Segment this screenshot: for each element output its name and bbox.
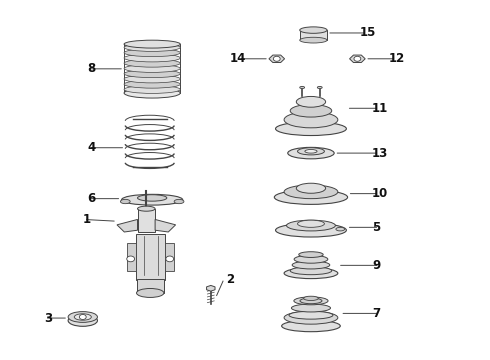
Ellipse shape: [318, 86, 322, 89]
Ellipse shape: [300, 37, 327, 43]
Text: 12: 12: [389, 52, 405, 65]
Bar: [138, 209, 155, 232]
Ellipse shape: [124, 49, 180, 57]
Ellipse shape: [290, 267, 332, 275]
Ellipse shape: [124, 88, 180, 98]
Circle shape: [127, 256, 135, 262]
Ellipse shape: [299, 252, 323, 257]
Text: 15: 15: [360, 27, 376, 40]
Ellipse shape: [296, 96, 326, 107]
Text: 2: 2: [226, 273, 235, 286]
Text: 10: 10: [372, 187, 388, 200]
Bar: [300, 30, 327, 40]
Ellipse shape: [297, 220, 324, 227]
Ellipse shape: [284, 268, 338, 279]
Circle shape: [273, 56, 280, 61]
Ellipse shape: [297, 148, 324, 155]
Text: 5: 5: [372, 221, 380, 234]
Ellipse shape: [305, 149, 317, 153]
Bar: [127, 243, 136, 271]
Text: 7: 7: [372, 307, 380, 320]
Ellipse shape: [137, 288, 164, 297]
Ellipse shape: [336, 227, 344, 231]
Polygon shape: [349, 55, 365, 63]
Bar: [165, 243, 173, 271]
Text: 8: 8: [88, 62, 96, 75]
Text: 4: 4: [88, 141, 96, 154]
Ellipse shape: [300, 298, 322, 304]
Ellipse shape: [174, 199, 184, 204]
Polygon shape: [117, 220, 138, 232]
Text: 1: 1: [83, 213, 91, 226]
Text: 9: 9: [372, 259, 380, 272]
Circle shape: [166, 256, 173, 262]
Ellipse shape: [124, 75, 180, 83]
Text: 13: 13: [372, 147, 388, 159]
Ellipse shape: [284, 112, 338, 128]
Text: 3: 3: [44, 311, 52, 325]
Ellipse shape: [68, 315, 98, 326]
Ellipse shape: [124, 64, 180, 72]
Ellipse shape: [275, 224, 346, 237]
Circle shape: [79, 315, 86, 319]
Ellipse shape: [124, 80, 180, 88]
Circle shape: [354, 56, 361, 61]
Ellipse shape: [290, 104, 332, 117]
Ellipse shape: [124, 70, 180, 78]
Ellipse shape: [124, 59, 180, 67]
Ellipse shape: [292, 304, 331, 312]
Ellipse shape: [289, 311, 333, 319]
Ellipse shape: [284, 311, 338, 324]
Text: 6: 6: [88, 192, 96, 205]
Text: 11: 11: [372, 102, 388, 115]
Ellipse shape: [138, 206, 155, 211]
Ellipse shape: [287, 220, 335, 231]
Ellipse shape: [74, 314, 91, 320]
Ellipse shape: [296, 183, 326, 193]
Ellipse shape: [68, 312, 98, 322]
Ellipse shape: [288, 147, 334, 159]
Ellipse shape: [121, 199, 130, 204]
Bar: [136, 234, 165, 280]
Ellipse shape: [122, 194, 183, 205]
Ellipse shape: [138, 195, 167, 201]
Ellipse shape: [300, 27, 327, 33]
Ellipse shape: [304, 296, 318, 301]
Ellipse shape: [275, 122, 346, 135]
Polygon shape: [155, 220, 175, 232]
Ellipse shape: [284, 185, 338, 199]
Ellipse shape: [124, 40, 180, 48]
Ellipse shape: [274, 190, 347, 204]
Polygon shape: [269, 55, 285, 63]
Ellipse shape: [294, 255, 328, 263]
Ellipse shape: [124, 86, 180, 93]
Ellipse shape: [292, 261, 330, 269]
Text: 14: 14: [230, 52, 246, 65]
Ellipse shape: [294, 297, 328, 305]
Ellipse shape: [282, 320, 340, 332]
Ellipse shape: [124, 54, 180, 62]
Bar: [137, 279, 164, 293]
Ellipse shape: [300, 86, 305, 89]
Ellipse shape: [124, 44, 180, 51]
Polygon shape: [207, 285, 215, 291]
